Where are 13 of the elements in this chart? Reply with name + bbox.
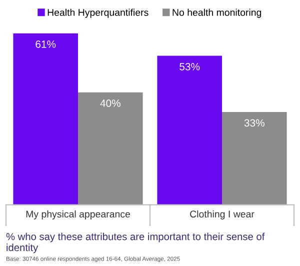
data-label: 33%: [244, 119, 264, 127]
legend-label: No health monitoring: [172, 8, 262, 18]
bar: [222, 112, 287, 205]
text: % who say these attributes are important to their sense of identity: [6, 232, 265, 254]
bar: [78, 92, 143, 205]
legend-label: Health Hyperquantifiers: [48, 8, 148, 18]
data-label: 53%: [180, 62, 200, 70]
bar: [157, 56, 222, 205]
x-tick-label: My physical appearance: [26, 210, 130, 220]
data-label: 40%: [100, 100, 120, 107]
bar: [13, 33, 78, 205]
x-tick-label: Clothing I wear: [190, 210, 254, 220]
data-label: 61%: [36, 40, 56, 48]
